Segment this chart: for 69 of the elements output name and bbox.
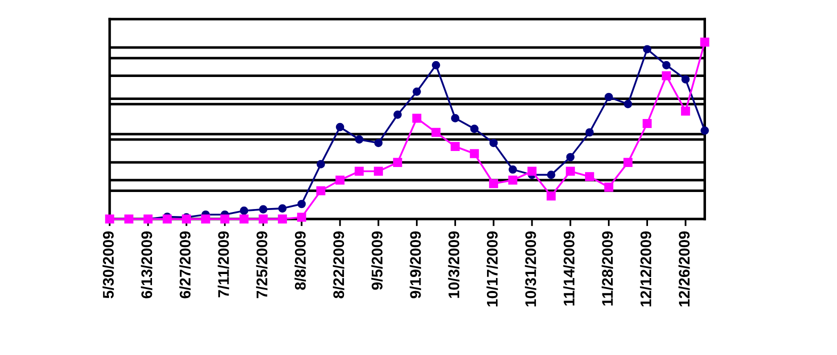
point <box>201 214 210 224</box>
x-tick-label: 12/26/2009 <box>678 231 690 306</box>
x-tick-label: 5/30/2009 <box>102 231 114 298</box>
point <box>489 138 498 148</box>
x-tick-label: 8/8/2009 <box>294 231 306 290</box>
point <box>681 75 690 84</box>
point <box>681 106 690 116</box>
point <box>566 152 575 162</box>
point <box>393 158 402 167</box>
point <box>700 38 710 47</box>
point <box>297 200 306 208</box>
point <box>278 204 287 213</box>
x-tick-label: 6/13/2009 <box>140 231 152 298</box>
point <box>547 170 556 179</box>
point <box>624 100 632 108</box>
point <box>451 114 460 122</box>
x-tick-label: 10/17/2009 <box>486 231 498 306</box>
point <box>431 128 441 137</box>
point <box>336 122 344 132</box>
point <box>604 92 613 102</box>
point <box>470 149 479 158</box>
point <box>623 158 632 167</box>
point <box>412 114 422 123</box>
x-tick-label: 8/22/2009 <box>332 231 344 298</box>
point <box>508 176 518 185</box>
point <box>316 160 325 168</box>
point <box>566 166 575 176</box>
point <box>355 135 364 144</box>
point <box>432 60 440 70</box>
point <box>258 214 268 224</box>
point <box>374 166 383 176</box>
point <box>489 179 498 188</box>
point <box>297 212 306 222</box>
point <box>240 214 249 224</box>
x-tick-label: 11/14/2009 <box>563 231 575 306</box>
point <box>240 206 248 215</box>
x-tick-label: 12/12/2009 <box>640 231 652 306</box>
x-tick-label: 7/25/2009 <box>256 231 268 298</box>
point <box>527 166 536 176</box>
point <box>182 214 191 224</box>
point <box>374 138 383 148</box>
x-tick-label: 10/3/2009 <box>448 231 460 298</box>
point <box>662 71 671 80</box>
point <box>354 166 364 176</box>
point <box>470 124 479 133</box>
point <box>546 192 556 201</box>
x-tick-label: 9/19/2009 <box>410 231 422 298</box>
point <box>450 142 460 152</box>
point <box>335 176 345 185</box>
x-tick-label: 10/31/2009 <box>524 231 536 306</box>
point <box>412 88 421 96</box>
point <box>585 172 594 182</box>
point <box>393 110 402 119</box>
point <box>162 214 172 224</box>
point <box>508 165 517 174</box>
x-tick-label: 9/5/2009 <box>371 231 383 290</box>
x-tick-label: 11/28/2009 <box>602 231 614 306</box>
point <box>259 205 268 214</box>
point <box>642 119 652 128</box>
x-tick-label: 6/27/2009 <box>179 231 191 298</box>
point <box>220 214 230 224</box>
point <box>585 128 594 137</box>
point <box>316 186 326 196</box>
x-tick-label: 7/11/2009 <box>218 231 230 298</box>
point <box>700 126 709 135</box>
point <box>662 60 671 70</box>
point <box>604 182 614 192</box>
point <box>278 214 287 224</box>
point <box>642 45 652 54</box>
